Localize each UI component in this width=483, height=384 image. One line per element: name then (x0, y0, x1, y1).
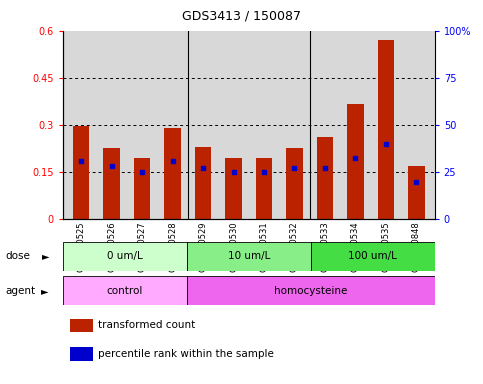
Bar (103, 148, 120, 219)
Bar (316, 137, 333, 219)
Bar (63, 242, 187, 271)
Bar (195, 147, 212, 219)
Bar (225, 158, 242, 219)
Bar (378, 40, 394, 219)
Text: dose: dose (6, 251, 31, 262)
Bar (187, 276, 435, 305)
Bar (73, 126, 89, 219)
Bar (134, 158, 150, 219)
Bar (187, 242, 311, 271)
Bar (164, 128, 181, 219)
Text: control: control (107, 286, 143, 296)
Bar (347, 104, 364, 219)
Bar (408, 166, 425, 219)
Bar (256, 158, 272, 219)
Bar (70, 319, 93, 332)
Bar (286, 148, 303, 219)
Text: GDS3413 / 150087: GDS3413 / 150087 (182, 10, 301, 23)
Bar (63, 276, 187, 305)
Text: 100 um/L: 100 um/L (348, 251, 397, 262)
Text: ►: ► (41, 286, 49, 296)
Text: 0 um/L: 0 um/L (107, 251, 142, 262)
Text: ►: ► (42, 251, 50, 262)
Bar (311, 242, 435, 271)
Text: homocysteine: homocysteine (274, 286, 347, 296)
Bar (70, 348, 93, 361)
Text: percentile rank within the sample: percentile rank within the sample (98, 349, 274, 359)
Text: transformed count: transformed count (98, 320, 195, 330)
Text: agent: agent (6, 286, 36, 296)
Text: 10 um/L: 10 um/L (227, 251, 270, 262)
